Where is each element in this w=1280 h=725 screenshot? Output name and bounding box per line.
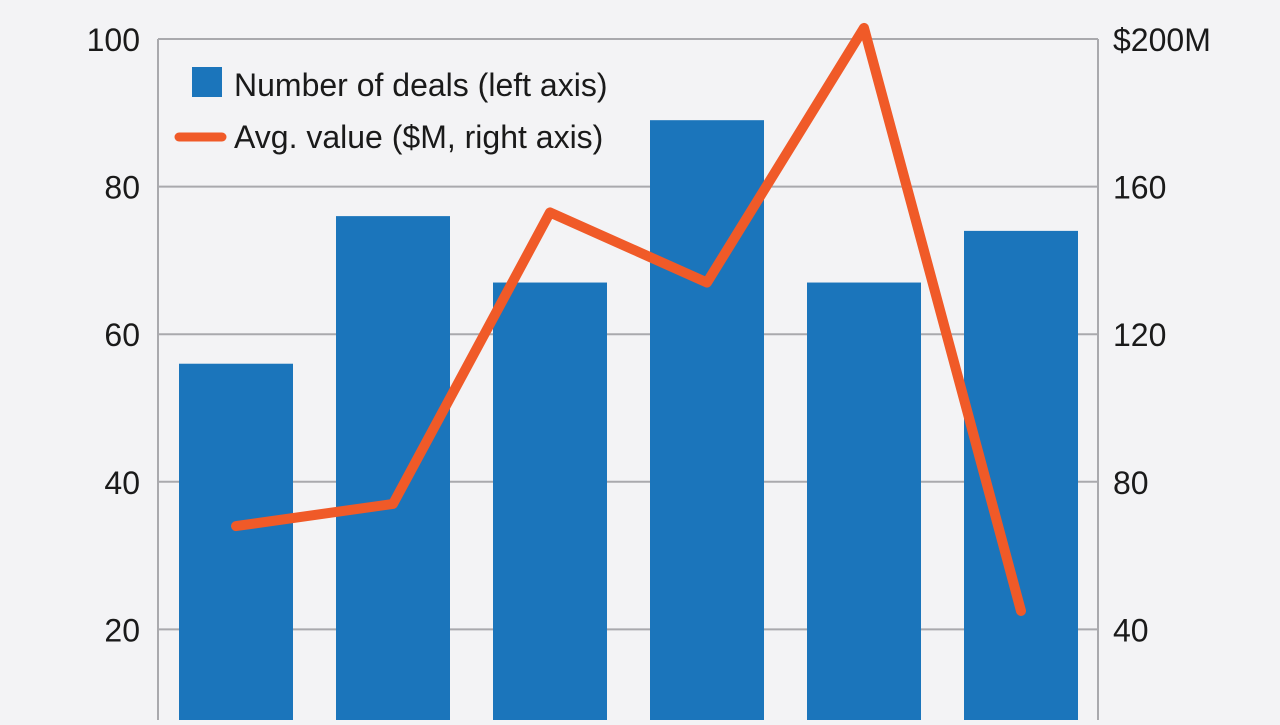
line-point-4 — [706, 282, 708, 284]
legend-bar-swatch — [192, 67, 222, 97]
legend-line-label: Avg. value ($M, right axis) — [234, 119, 603, 155]
avg-value-polyline — [231, 22, 1026, 616]
right-tick-label: $200M — [1113, 22, 1211, 58]
line-point-1 — [235, 525, 237, 527]
deals-bars — [179, 120, 1078, 725]
line-point-3 — [549, 211, 551, 213]
right-tick-label: 40 — [1113, 612, 1149, 648]
line-point-2 — [392, 503, 394, 505]
bar-2 — [336, 216, 450, 725]
line-point-5 — [863, 27, 865, 29]
legend: Number of deals (left axis) Avg. value (… — [174, 67, 607, 155]
bar-1 — [179, 363, 293, 725]
left-tick-label: 100 — [87, 22, 140, 58]
right-axis-ticks: 40 80 120 160 $200M — [1113, 22, 1211, 648]
right-tick-label: 120 — [1113, 317, 1166, 353]
left-tick-label: 40 — [104, 465, 140, 501]
gridlines — [157, 38, 1099, 720]
legend-bar-label: Number of deals (left axis) — [234, 67, 607, 103]
bar-5 — [807, 282, 921, 725]
avg-value-line — [231, 22, 1026, 616]
right-tick-label: 160 — [1113, 170, 1166, 206]
left-tick-label: 20 — [104, 612, 140, 648]
left-axis-ticks: 20 40 60 80 100 — [87, 22, 140, 648]
line-point-6 — [1020, 610, 1022, 612]
bar-3 — [493, 282, 607, 725]
left-tick-label: 80 — [104, 170, 140, 206]
left-tick-label: 60 — [104, 317, 140, 353]
right-tick-label: 80 — [1113, 465, 1149, 501]
